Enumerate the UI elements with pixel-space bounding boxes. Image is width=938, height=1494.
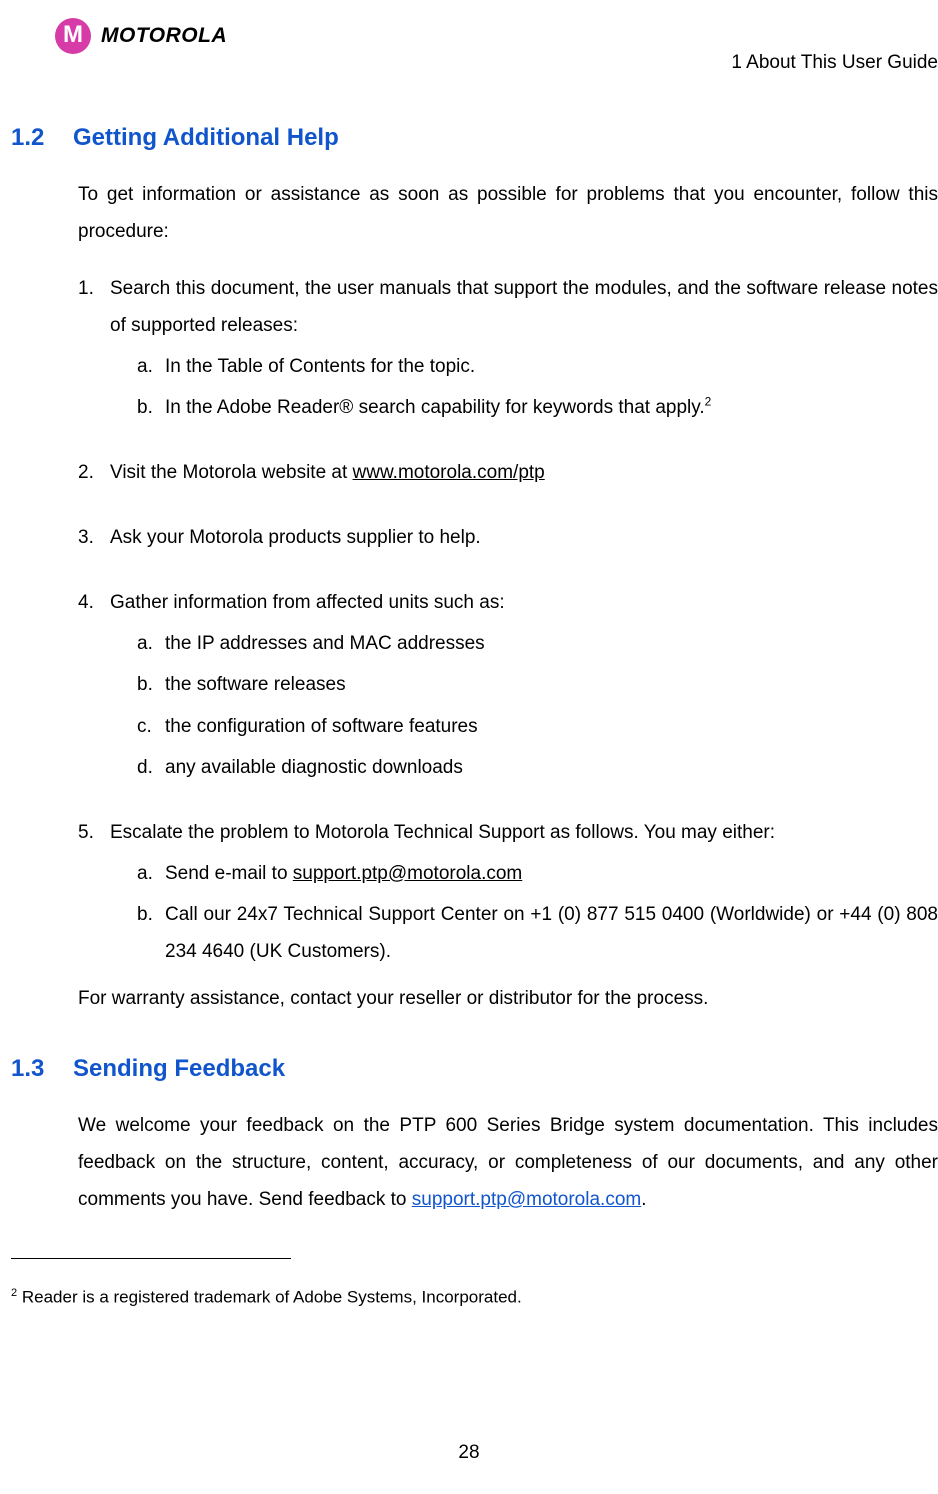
breadcrumb: 1 About This User Guide: [731, 52, 938, 74]
list-marker: 1.: [78, 270, 110, 307]
website-link[interactable]: www.motorola.com/ptp: [353, 462, 545, 483]
brand-wordmark: MOTOROLA: [101, 24, 227, 48]
heading-1-3: 1.3Sending Feedback: [11, 1055, 938, 1083]
list-text: Gather information from affected units s…: [110, 592, 505, 613]
footnote-separator: [11, 1258, 291, 1259]
feedback-paragraph: We welcome your feedback on the PTP 600 …: [78, 1107, 938, 1218]
sub-item-4a: a.the IP addresses and MAC addresses: [137, 625, 938, 662]
sub-item-1b: b.In the Adobe Reader® search capability…: [137, 389, 938, 426]
sub-text: Call our 24x7 Technical Support Center o…: [165, 904, 938, 962]
list-item-5: 5.Escalate the problem to Motorola Techn…: [78, 814, 938, 851]
footnote-text: 2 Reader is a registered trademark of Ad…: [11, 1287, 938, 1308]
sub-item-4c: c.the configuration of software features: [137, 708, 938, 745]
logo-letter: M: [63, 21, 83, 49]
sub-marker: b.: [137, 896, 165, 933]
footnote-body: Reader is a registered trademark of Adob…: [17, 1288, 522, 1307]
list-text: Search this document, the user manuals t…: [110, 278, 938, 336]
list-marker: 4.: [78, 584, 110, 621]
sub-text: any available diagnostic downloads: [165, 757, 463, 778]
list-text: Ask your Motorola products supplier to h…: [110, 527, 481, 548]
sub-item-4b: b.the software releases: [137, 666, 938, 703]
sub-item-1a: a.In the Table of Contents for the topic…: [137, 348, 938, 385]
feedback-text-post: .: [641, 1189, 646, 1210]
sub-text: the configuration of software features: [165, 716, 478, 737]
tail-paragraph: For warranty assistance, contact your re…: [78, 980, 938, 1017]
sub-text: In the Adobe Reader® search capability f…: [165, 397, 705, 418]
sub-item-5a: a.Send e-mail to support.ptp@motorola.co…: [137, 855, 938, 892]
list-item-3: 3.Ask your Motorola products supplier to…: [78, 519, 938, 556]
list-item-1: 1.Search this document, the user manuals…: [78, 270, 938, 344]
heading-number: 1.3: [11, 1055, 73, 1083]
footnote-ref: 2: [705, 395, 712, 409]
page-header: M MOTOROLA 1 About This User Guide: [0, 0, 938, 74]
sub-marker: a.: [137, 625, 165, 662]
heading-title: Sending Feedback: [73, 1055, 285, 1082]
support-email-link[interactable]: support.ptp@motorola.com: [293, 863, 522, 884]
list-marker: 2.: [78, 454, 110, 491]
brand-logo-area: M MOTOROLA: [55, 18, 227, 54]
heading-number: 1.2: [11, 124, 73, 152]
list-marker: 5.: [78, 814, 110, 851]
sub-marker: a.: [137, 348, 165, 385]
sub-marker: d.: [137, 749, 165, 786]
list-text-pre: Visit the Motorola website at: [110, 462, 353, 483]
feedback-email-link[interactable]: support.ptp@motorola.com: [412, 1189, 641, 1210]
intro-paragraph: To get information or assistance as soon…: [78, 176, 938, 250]
list-marker: 3.: [78, 519, 110, 556]
sub-text-pre: Send e-mail to: [165, 863, 293, 884]
sub-marker: b.: [137, 389, 165, 426]
sub-item-4d: d.any available diagnostic downloads: [137, 749, 938, 786]
heading-title: Getting Additional Help: [73, 124, 339, 151]
list-item-4: 4.Gather information from affected units…: [78, 584, 938, 621]
sub-item-5b: b.Call our 24x7 Technical Support Center…: [137, 896, 938, 970]
sub-marker: b.: [137, 666, 165, 703]
page-content: 1.2Getting Additional Help To get inform…: [0, 74, 938, 1308]
sub-marker: c.: [137, 708, 165, 745]
page-number: 28: [0, 1442, 938, 1464]
sub-marker: a.: [137, 855, 165, 892]
list-item-2: 2.Visit the Motorola website at www.moto…: [78, 454, 938, 491]
sub-text: the software releases: [165, 674, 346, 695]
sub-text: the IP addresses and MAC addresses: [165, 633, 485, 654]
heading-1-2: 1.2Getting Additional Help: [11, 124, 938, 152]
motorola-logo-icon: M: [55, 18, 91, 54]
sub-text: In the Table of Contents for the topic.: [165, 356, 475, 377]
list-text: Escalate the problem to Motorola Technic…: [110, 822, 775, 843]
